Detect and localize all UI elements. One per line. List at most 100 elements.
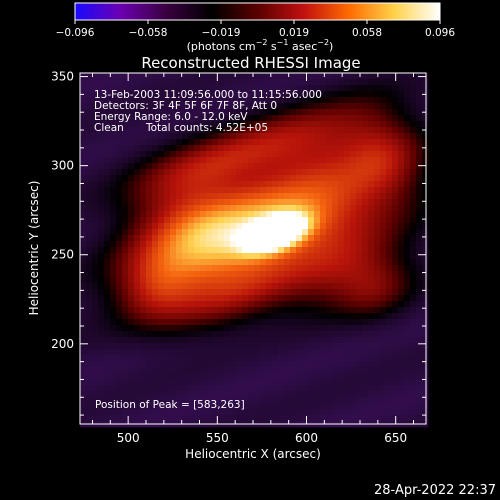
heatmap-cell [338,115,345,122]
heatmap-cell [230,145,237,152]
heatmap-cell [170,331,177,338]
heatmap-cell [152,319,159,326]
heatmap-cell [92,313,99,320]
heatmap-cell [284,139,291,146]
heatmap-cell [188,187,195,194]
heatmap-cell [398,289,405,296]
heatmap-cell [134,415,141,422]
heatmap-cell [194,85,201,92]
heatmap-cell [134,193,141,200]
heatmap-cell [200,163,207,170]
heatmap-cell [140,169,147,176]
heatmap-cell [128,109,135,116]
heatmap-cell [152,205,159,212]
heatmap-cell [134,361,141,368]
heatmap-cell [326,241,333,248]
heatmap-cell [134,133,141,140]
heatmap-cell [416,403,423,410]
heatmap-cell [164,337,171,344]
heatmap-cell [182,175,189,182]
heatmap-cell [320,289,327,296]
heatmap-cell [380,139,387,146]
heatmap-cell [302,271,309,278]
heatmap-cell [236,73,243,80]
heatmap-cell [392,253,399,260]
heatmap-cell [152,121,159,128]
heatmap-cell [290,175,297,182]
heatmap-cell [272,391,279,398]
heatmap-cell [302,235,309,242]
heatmap-cell [362,259,369,266]
heatmap-cell [410,103,417,110]
heatmap-cell [80,259,87,266]
heatmap-cell [146,283,153,290]
heatmap-cell [380,133,387,140]
heatmap-cell [248,265,255,272]
heatmap-cell [188,343,195,350]
heatmap-cell [272,349,279,356]
heatmap-cell [296,397,303,404]
heatmap-cell [86,217,93,224]
heatmap-cell [386,133,393,140]
heatmap-cell [122,253,129,260]
heatmap-cell [302,229,309,236]
heatmap-cell [416,355,423,362]
heatmap-cell [98,73,105,80]
heatmap-cell [278,403,285,410]
heatmap-cell [296,355,303,362]
heatmap-cell [104,283,111,290]
heatmap-cell [134,313,141,320]
heatmap-cell [290,391,297,398]
heatmap-cell [296,139,303,146]
heatmap-cell [374,145,381,152]
heatmap-cell [326,127,333,134]
heatmap-cell [422,79,429,86]
heatmap-cell [308,331,315,338]
heatmap-cell [110,157,117,164]
heatmap-cell [116,265,123,272]
heatmap-cell [392,115,399,122]
heatmap-cell [164,91,171,98]
heatmap-cell [182,133,189,140]
heatmap-cell [314,379,321,386]
heatmap-cell [392,307,399,314]
heatmap-cell [302,307,309,314]
heatmap-cell [374,187,381,194]
heatmap-cell [290,397,297,404]
heatmap-cell [134,367,141,374]
heatmap-cell [338,271,345,278]
heatmap-cell [416,283,423,290]
heatmap-cell [116,139,123,146]
heatmap-cell [296,313,303,320]
heatmap-cell [188,157,195,164]
heatmap-cell [302,391,309,398]
heatmap-cell [170,259,177,266]
heatmap-cell [284,409,291,416]
heatmap-cell [332,247,339,254]
heatmap-cell [200,115,207,122]
heatmap-cell [170,379,177,386]
heatmap-cell [110,199,117,206]
heatmap-cell [164,211,171,218]
heatmap-cell [146,73,153,80]
heatmap-cell [260,193,267,200]
heatmap-cell [200,187,207,194]
heatmap-cell [302,187,309,194]
heatmap-cell [188,133,195,140]
heatmap-cell [206,253,213,260]
heatmap-cell [92,373,99,380]
heatmap-cell [284,271,291,278]
heatmap-cell [92,301,99,308]
heatmap-cell [122,355,129,362]
heatmap-cell [110,223,117,230]
heatmap-cell [302,409,309,416]
heatmap-cell [410,169,417,176]
heatmap-cell [404,391,411,398]
heatmap-cell [290,109,297,116]
heatmap-cell [218,379,225,386]
heatmap-cell [278,271,285,278]
heatmap-cell [422,265,429,272]
heatmap-cell [398,367,405,374]
heatmap-cell [272,319,279,326]
heatmap-cell [134,355,141,362]
